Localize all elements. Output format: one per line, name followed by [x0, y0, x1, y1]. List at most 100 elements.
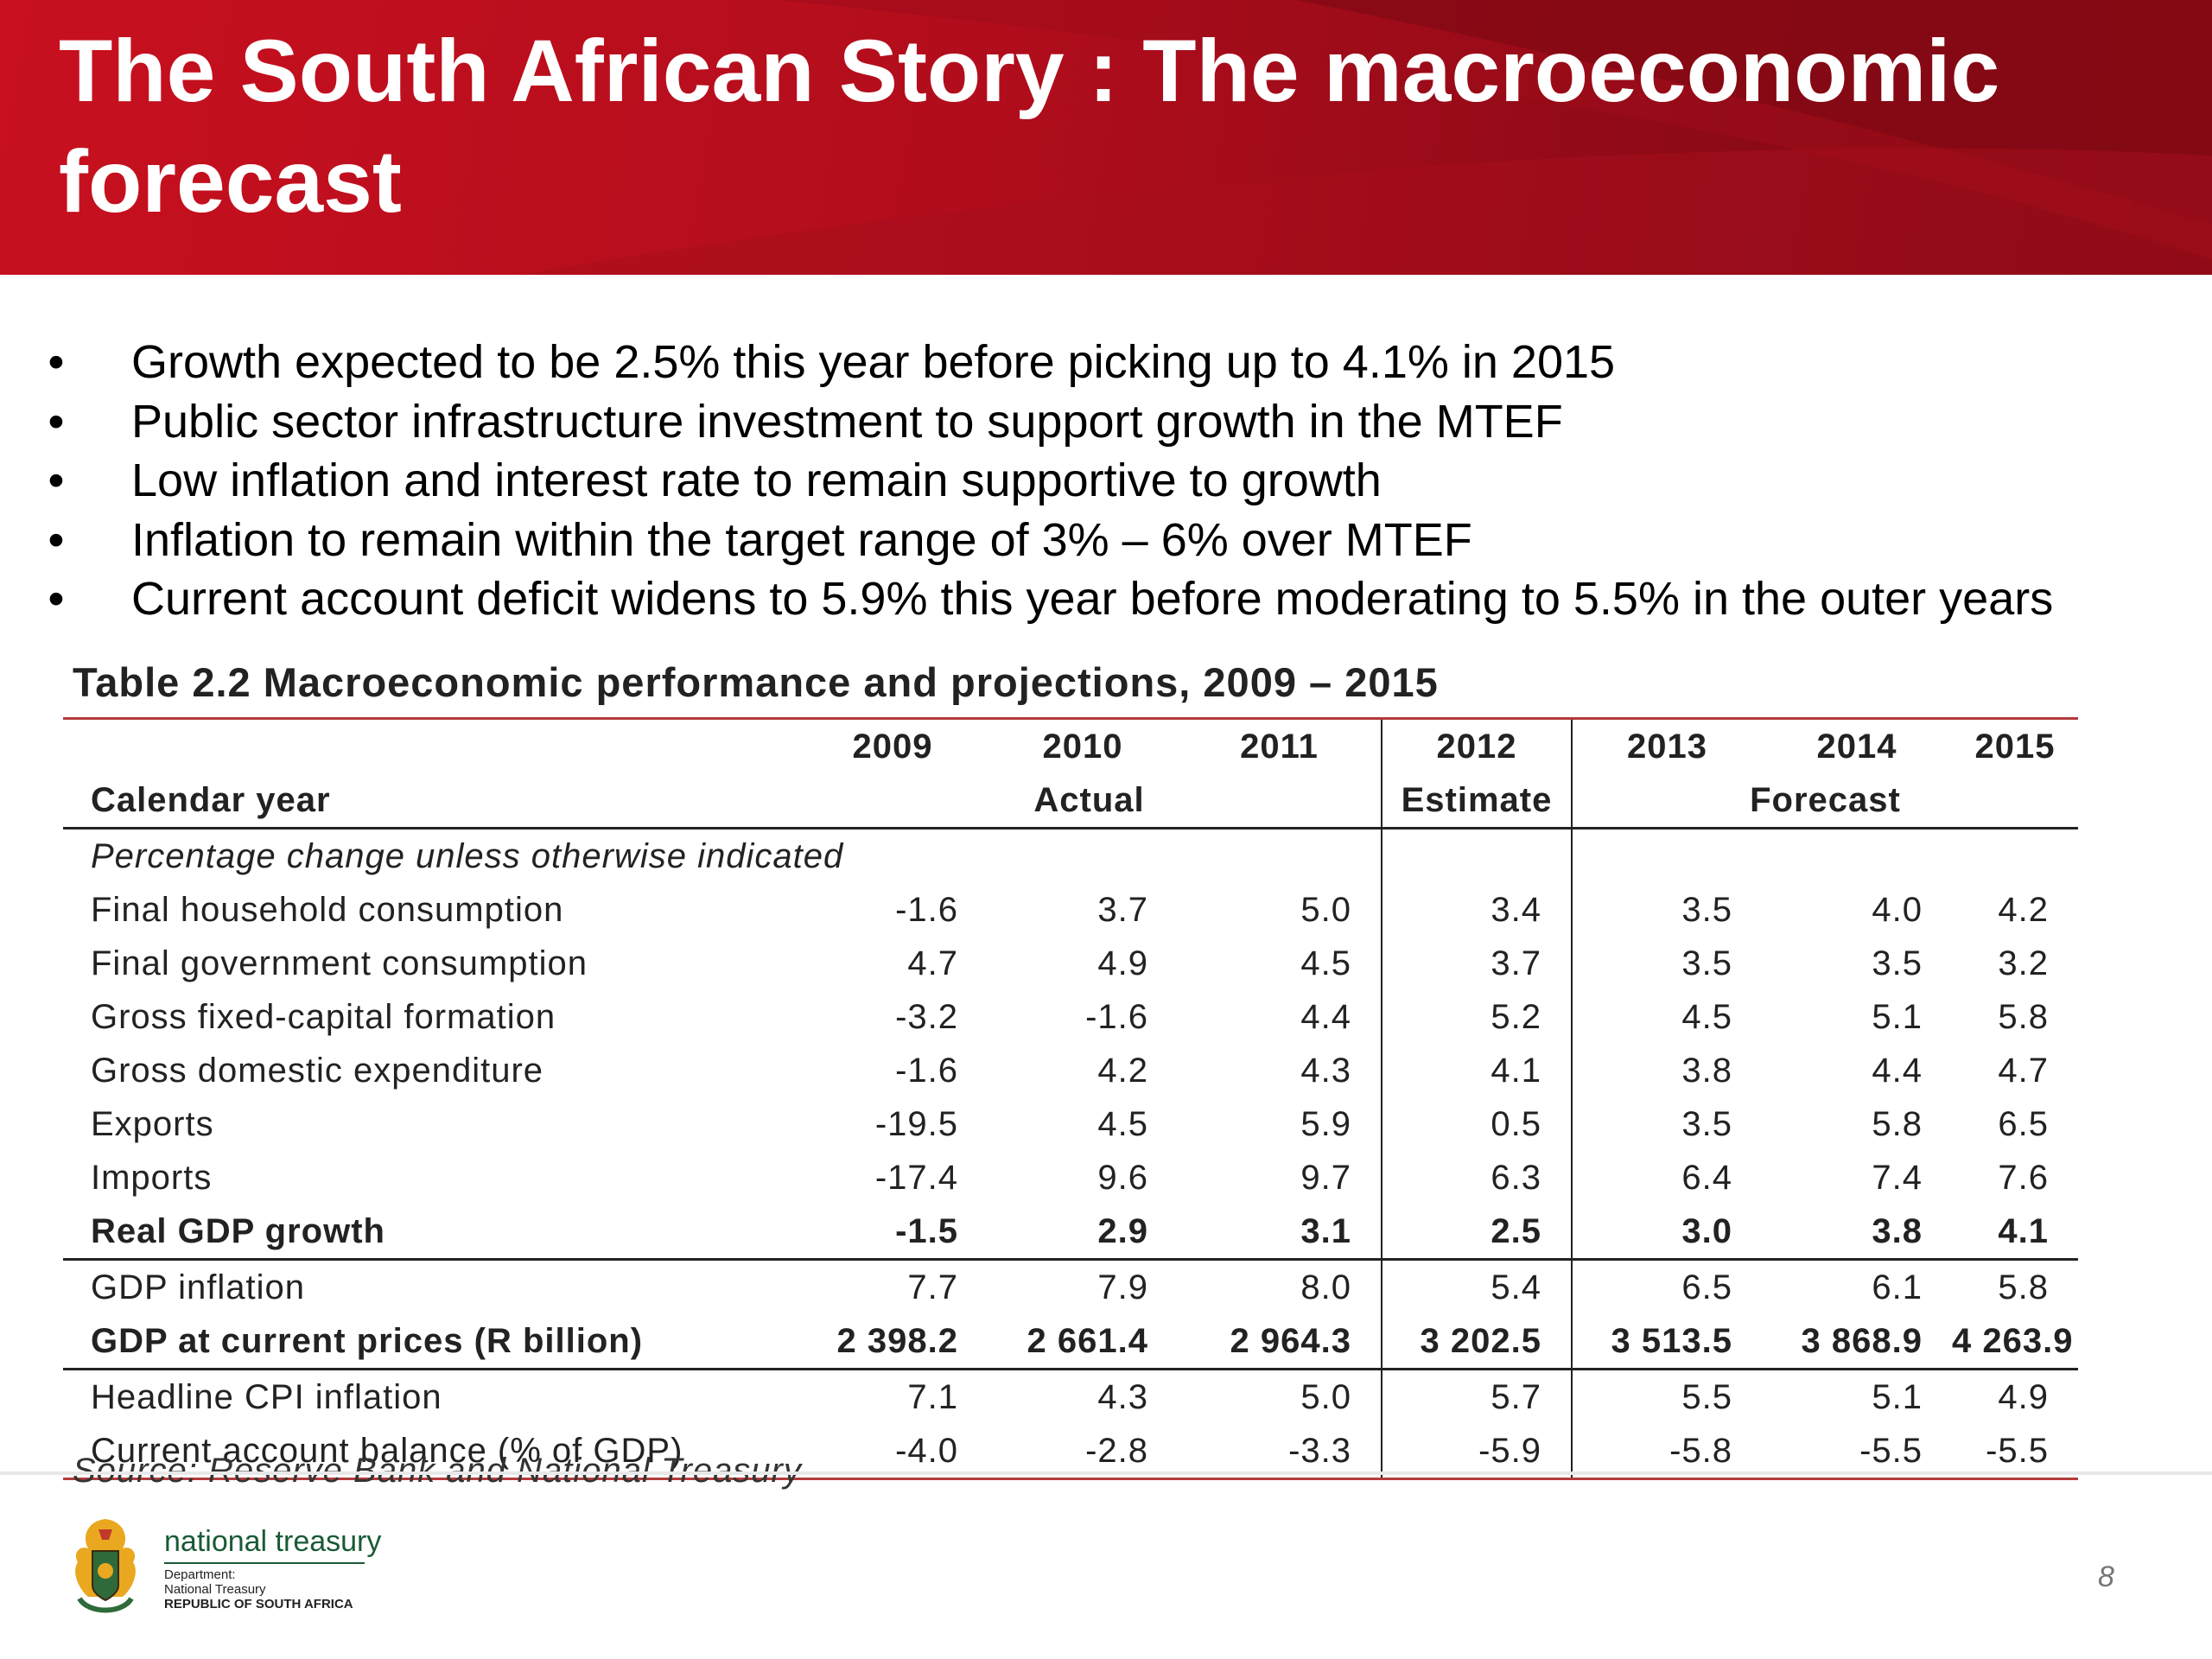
cell-value: 3.8 — [1872, 1211, 1923, 1250]
cell-value: 4.7 — [1998, 1051, 2049, 1090]
cell-value: 2 398.2 — [836, 1321, 958, 1360]
year-header: 2015 — [1952, 717, 2078, 773]
title-banner: The South African Story : The macroecono… — [0, 0, 2212, 275]
cell-value: 3 513.5 — [1571, 1314, 1762, 1370]
cell-value: 4.3 — [1300, 1051, 1351, 1090]
cell-value: 7.4 — [1872, 1158, 1923, 1197]
org-name: national treasury — [164, 1525, 382, 1558]
cell-value: 4.4 — [1300, 997, 1351, 1036]
cell-value: 4.1 — [1998, 1211, 2049, 1250]
org-underline — [164, 1562, 365, 1564]
year-header: 2012 — [1381, 717, 1572, 773]
cell-value: 6.4 — [1571, 1151, 1762, 1205]
table-body: Final household consumption -1.6 3.7 5.0 3.4… — [63, 883, 2078, 1480]
cell-value: 4.0 — [1872, 890, 1923, 929]
table-note: Percentage change unless otherwise indic… — [91, 836, 844, 875]
cell-value: 2.5 — [1381, 1205, 1572, 1260]
cell-value: 4.9 — [1097, 944, 1148, 982]
table-row: GDP at current prices (R billion) 2 398.2… — [63, 1314, 2078, 1370]
cell-value: 3 868.9 — [1801, 1321, 1923, 1360]
table-row: Final government consumption 4.7 4.9 4.5 3.7… — [63, 937, 2078, 990]
cell-value: 4.9 — [1952, 1368, 2078, 1424]
cell-value: 4.5 — [1097, 1104, 1148, 1143]
bullet-item: • Growth expected to be 2.5% this year be… — [43, 333, 2053, 392]
cell-value: 5.1 — [1762, 1368, 1952, 1424]
cell-value: 3.5 — [1571, 1097, 1762, 1151]
bullet-dot: • — [48, 513, 65, 566]
table-source: Source: Reserve Bank and National Treasu… — [73, 1452, 802, 1490]
bullet-item: • Public sector infrastructure investment… — [43, 392, 2053, 452]
cell-value: -5.8 — [1571, 1424, 1762, 1480]
cell-value: -2.8 — [988, 1424, 1178, 1480]
header-row-groups: Calendar year Actual Estimate Forecast — [63, 773, 2078, 830]
cell-value: 8.0 — [1178, 1258, 1382, 1314]
dept-line: REPUBLIC OF SOUTH AFRICA — [164, 1597, 353, 1611]
cell-value: 4.5 — [1571, 990, 1762, 1044]
cell-value: 2 661.4 — [1027, 1321, 1148, 1360]
cell-value: -5.5 — [1952, 1424, 2078, 1480]
table-title: Table 2.2 Macroeconomic performance and … — [73, 659, 1439, 705]
cell-value: 5.5 — [1571, 1368, 1762, 1424]
cell-value: 3.0 — [1571, 1205, 1762, 1260]
cell-value: 5.8 — [1998, 997, 2049, 1036]
cell-value: 4.3 — [988, 1368, 1178, 1424]
bullet-text: Inflation to remain within the target ra… — [131, 513, 1472, 566]
bullet-text: Public sector infrastructure investment … — [131, 395, 1563, 448]
table-row: Final household consumption -1.6 3.7 5.0 3.4… — [63, 883, 2078, 937]
bullet-text: Growth expected to be 2.5% this year bef… — [131, 336, 1616, 388]
row-label: Final government consumption — [91, 944, 588, 982]
row-label: Final household consumption — [91, 890, 564, 929]
group-label-forecast: Forecast — [1571, 773, 2078, 830]
cell-value: 5.8 — [1872, 1104, 1923, 1143]
cell-value: -1.5 — [895, 1211, 958, 1250]
table-row: Current account balance (% of GDP) -4.0 -2… — [63, 1424, 2078, 1480]
cell-value: 7.6 — [1998, 1158, 2049, 1197]
cell-value: 3 202.5 — [1381, 1314, 1572, 1370]
cell-value: 4.2 — [1097, 1051, 1148, 1090]
table-row: Real GDP growth -1.5 2.9 3.1 2.5 3.0 3.8 4.1 — [63, 1205, 2078, 1260]
bullet-dot: • — [48, 336, 65, 388]
group-label-estimate: Estimate — [1381, 773, 1572, 830]
cell-value: 0.5 — [1381, 1097, 1572, 1151]
header-blank — [63, 717, 798, 773]
bullet-item: • Low inflation and interest rate to rema… — [43, 451, 2053, 511]
bullet-dot: • — [48, 454, 65, 506]
table-row: GDP inflation 7.7 7.9 8.0 5.4 6.5 6.1 5.8 — [63, 1258, 2078, 1314]
bullet-item: • Inflation to remain within the target r… — [43, 511, 2053, 570]
note-spacer — [1381, 828, 1572, 883]
cell-value: -17.4 — [874, 1158, 958, 1197]
cell-value: 3.8 — [1571, 1044, 1762, 1097]
bullet-text: Current account deficit widens to 5.9% t… — [131, 573, 2054, 625]
bullet-dot: • — [48, 573, 65, 625]
row-label: GDP inflation — [63, 1258, 798, 1314]
table-row: Gross domestic expenditure -1.6 4.2 4.3 4.1 3… — [63, 1044, 2078, 1097]
cell-value: 9.7 — [1300, 1158, 1351, 1197]
row-label: Exports — [91, 1104, 214, 1143]
cell-value: 5.7 — [1381, 1368, 1572, 1424]
bullet-text: Low inflation and interest rate to remai… — [131, 454, 1382, 506]
row-label: Imports — [91, 1158, 213, 1197]
year-header: 2010 — [988, 717, 1178, 773]
cell-value: -5.9 — [1381, 1424, 1572, 1480]
cell-value: 7.7 — [798, 1258, 988, 1314]
cell-value: -5.5 — [1762, 1424, 1952, 1480]
cell-value: -19.5 — [874, 1104, 958, 1143]
macro-table: 2009 2010 2011 2012 2013 2014 2015 Calen… — [63, 717, 2078, 1480]
cell-value: 2.9 — [1097, 1211, 1148, 1250]
cell-value: 3.1 — [1300, 1211, 1351, 1250]
cell-value: -4.0 — [798, 1424, 988, 1480]
cell-value: 3.4 — [1381, 883, 1572, 937]
cell-value: -1.6 — [895, 1051, 958, 1090]
cell-value: 6.5 — [1998, 1104, 2049, 1143]
cell-value: 4.7 — [907, 944, 958, 982]
bullet-item: • Current account deficit widens to 5.9% … — [43, 569, 2054, 629]
cell-value: 6.5 — [1571, 1258, 1762, 1314]
macro-table-container: 2009 2010 2011 2012 2013 2014 2015 Calen… — [63, 717, 2078, 1480]
org-department-lines: Department: National Treasury REPUBLIC O… — [164, 1567, 353, 1611]
row-label: Gross fixed-capital formation — [91, 997, 556, 1036]
cell-value: 5.0 — [1178, 1368, 1382, 1424]
cell-value: 3.2 — [1998, 944, 2049, 982]
cell-value: 3.7 — [1097, 890, 1148, 929]
row-label: Gross domestic expenditure — [91, 1051, 544, 1090]
bullet-list: • Growth expected to be 2.5% this year be… — [43, 333, 2054, 629]
